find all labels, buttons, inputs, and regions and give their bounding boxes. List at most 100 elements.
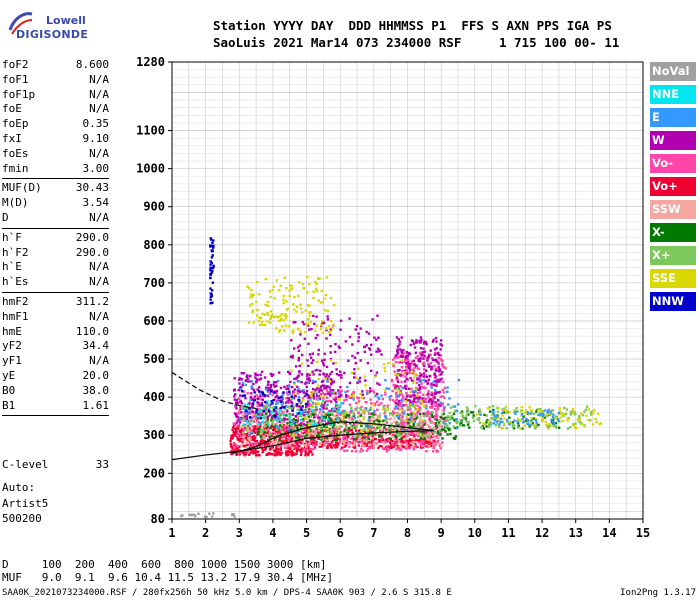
echo-point <box>331 326 334 330</box>
echo-point <box>279 429 282 432</box>
param-row: yF2 34.4 <box>2 339 109 354</box>
echo-point <box>410 370 413 373</box>
echo-point <box>493 415 497 418</box>
echo-point <box>353 446 357 449</box>
echo-point <box>311 453 314 456</box>
param-value: 0.35 <box>82 117 110 131</box>
echo-point <box>400 405 404 408</box>
echo-point <box>342 442 346 445</box>
echo-point <box>346 439 349 442</box>
echo-point <box>282 319 285 322</box>
echo-point <box>316 384 320 387</box>
echo-point <box>522 421 525 424</box>
echo-point <box>258 442 261 445</box>
echo-point <box>265 388 268 391</box>
echo-point <box>287 435 291 438</box>
echo-point <box>334 441 338 444</box>
echo-point <box>292 396 296 400</box>
echo-point <box>446 424 449 427</box>
echo-point <box>298 401 301 404</box>
echo-point <box>289 427 292 430</box>
echo-point <box>325 373 329 376</box>
echo-point <box>399 385 402 388</box>
echo-point <box>350 441 353 445</box>
echo-point <box>266 400 269 403</box>
echo-point <box>374 428 377 431</box>
echo-point <box>421 402 424 405</box>
echo-point <box>269 295 272 299</box>
echo-point <box>392 410 395 413</box>
echo-point <box>438 373 441 377</box>
echo-point <box>252 399 256 402</box>
echo-point <box>544 424 548 427</box>
echo-point <box>240 385 243 389</box>
echo-point <box>531 409 534 412</box>
echo-point <box>497 420 500 423</box>
echo-point <box>355 401 358 405</box>
echo-point <box>397 356 400 359</box>
echo-point <box>554 417 558 420</box>
echo-point <box>396 414 399 418</box>
echo-point <box>445 417 448 421</box>
echo-point <box>406 371 409 374</box>
echo-point <box>537 423 540 427</box>
echo-point <box>372 442 375 445</box>
echo-point <box>242 431 245 434</box>
echo-point <box>404 419 408 422</box>
echo-point <box>265 427 268 430</box>
echo-point <box>408 447 411 450</box>
echo-point <box>255 415 258 418</box>
echo-point <box>423 364 426 367</box>
echo-point <box>285 397 288 400</box>
echo-point <box>393 400 396 403</box>
echo-point <box>237 418 240 422</box>
echo-point <box>346 431 349 434</box>
echo-point <box>321 419 324 422</box>
echo-point <box>415 401 418 404</box>
echo-point <box>273 385 276 388</box>
echo-point <box>361 449 365 452</box>
echo-point <box>281 404 284 408</box>
echo-point <box>282 439 286 442</box>
echo-point <box>321 301 324 304</box>
param-row: h`F 290.0 <box>2 231 109 246</box>
echo-point <box>293 296 296 299</box>
echo-point <box>433 376 437 380</box>
echo-point <box>290 339 293 342</box>
echo-point <box>443 422 446 425</box>
echo-point <box>295 415 298 418</box>
echo-point <box>295 310 298 313</box>
echo-point <box>235 421 238 425</box>
echo-point <box>365 443 368 446</box>
echo-point <box>279 329 282 332</box>
echo-point <box>419 360 422 363</box>
echo-point <box>426 413 429 416</box>
echo-point <box>410 424 414 428</box>
echo-point <box>382 406 385 409</box>
echo-point <box>238 453 241 456</box>
echo-point <box>325 389 329 393</box>
echo-point <box>308 282 311 286</box>
echo-point <box>408 406 412 409</box>
echo-point <box>250 288 253 292</box>
echo-point <box>256 401 259 404</box>
echo-point <box>322 418 326 421</box>
echo-point <box>251 405 254 408</box>
param-value: N/A <box>89 210 109 224</box>
echo-point <box>483 413 486 417</box>
echo-point <box>252 438 255 442</box>
echo-point <box>279 418 282 421</box>
echo-point <box>422 414 426 418</box>
echo-point <box>203 515 207 518</box>
echo-point <box>351 437 354 441</box>
echo-point <box>303 416 306 419</box>
echo-point <box>517 417 520 421</box>
echo-point <box>292 446 295 449</box>
echo-point <box>419 421 422 424</box>
echo-point <box>534 419 537 422</box>
echo-point <box>533 424 536 427</box>
echo-point <box>425 434 429 437</box>
echo-point <box>243 415 246 418</box>
echo-point <box>212 244 215 247</box>
